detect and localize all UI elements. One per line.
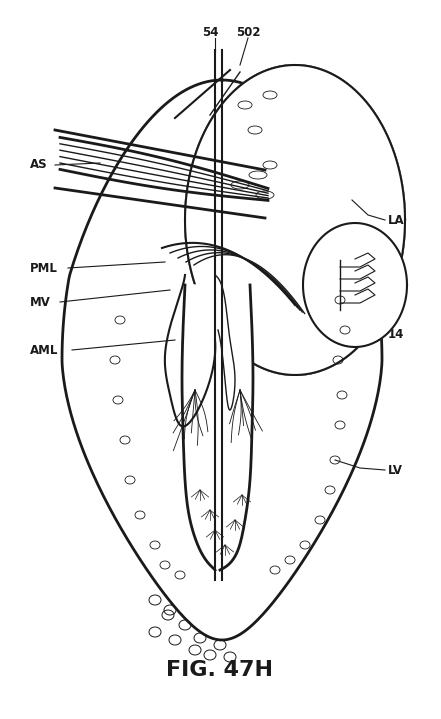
Text: FIG. 47H: FIG. 47H [167,660,273,680]
Polygon shape [182,285,253,570]
Text: PML: PML [30,262,58,275]
Text: 14: 14 [388,329,404,342]
Polygon shape [185,65,405,375]
Text: 502: 502 [236,25,260,39]
Polygon shape [303,223,407,347]
Text: AS: AS [30,158,48,172]
Text: AML: AML [30,344,58,357]
Text: LA: LA [388,214,405,226]
Text: 12: 12 [388,263,404,277]
Text: LV: LV [388,464,403,477]
Text: 54: 54 [202,25,218,39]
Text: MV: MV [30,296,51,308]
